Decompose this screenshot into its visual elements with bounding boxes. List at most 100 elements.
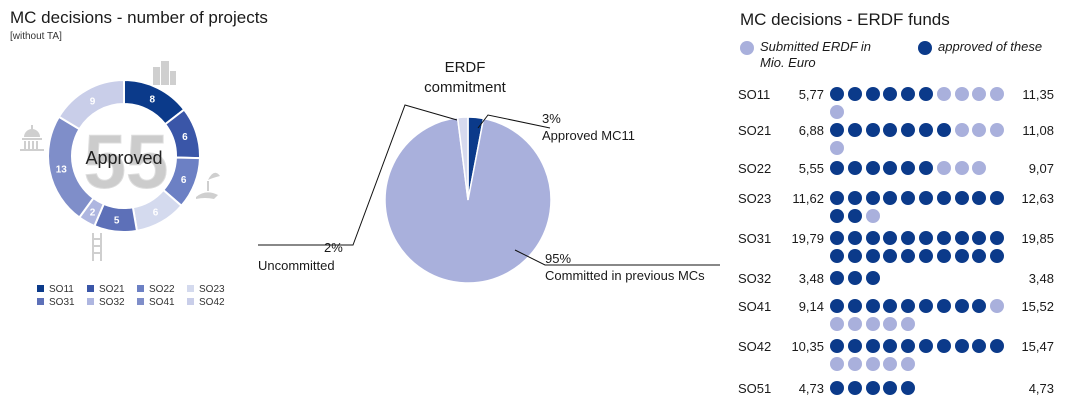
approved-dot-so23 xyxy=(954,191,969,205)
legend-item-so23: SO23 xyxy=(187,284,225,295)
submitted-dot-so42 xyxy=(901,357,916,371)
approved-dot-so22 xyxy=(847,161,862,175)
approved-dot-so11 xyxy=(865,87,880,101)
leader-line-uncommitted xyxy=(258,104,458,246)
pie-slice-uncommitted xyxy=(456,116,469,201)
approved-dot-so23 xyxy=(847,191,862,205)
pie-slice-committed-in-previous-mcs xyxy=(384,116,552,284)
submitted-dot-so42 xyxy=(830,357,844,371)
funds-title: MC decisions - ERDF funds xyxy=(740,10,950,29)
approved-dot-so23 xyxy=(847,209,862,223)
pie-label-committed-pct: 95% xyxy=(545,251,572,266)
approved-dot-so31 xyxy=(954,231,969,245)
legend-swatch-so42 xyxy=(187,298,194,305)
approved-dot-so32 xyxy=(865,271,880,285)
row-submitted-value-so23: 12,63 xyxy=(1021,191,1054,206)
approved-dot-so23 xyxy=(919,191,933,205)
row-approved-value-so31: 19,79 xyxy=(791,231,824,246)
submitted-dot-so41 xyxy=(847,317,862,331)
approved-dot-so41 xyxy=(883,299,898,313)
row-label-so51: SO51 xyxy=(738,381,772,396)
submitted-dot-so23 xyxy=(865,209,880,223)
row-label-so32: SO32 xyxy=(738,271,772,286)
pie-label-uncommitted-pct: 2% xyxy=(324,240,343,255)
approved-dot-so21 xyxy=(847,123,862,137)
approved-dot-so11 xyxy=(883,87,898,101)
approved-dot-so42 xyxy=(990,339,1005,353)
approved-dot-so42 xyxy=(830,339,844,353)
legend-label-so31: SO31 xyxy=(49,297,75,308)
submitted-dot-so21 xyxy=(830,141,844,155)
approved-dot-so31 xyxy=(936,231,951,245)
row-label-so23: SO23 xyxy=(738,191,772,206)
legend-label-so22: SO22 xyxy=(149,284,175,295)
approved-dot-so31 xyxy=(883,249,898,263)
submitted-dot-so22 xyxy=(954,161,969,175)
approved-dot-so21 xyxy=(919,123,933,137)
approved-dot-so22 xyxy=(919,161,933,175)
row-approved-value-so21: 6,88 xyxy=(798,123,824,138)
submitted-dot-so21 xyxy=(972,123,987,137)
legend-swatch-so22 xyxy=(137,285,144,292)
submitted-dot-so42 xyxy=(847,357,862,371)
row-submitted-value-so11: 11,35 xyxy=(1022,87,1054,102)
row-approved-value-so51: 4,73 xyxy=(798,381,824,396)
approved-dot-so23 xyxy=(830,209,844,223)
submitted-dot-so21 xyxy=(990,123,1005,137)
legend-swatch-so32 xyxy=(87,298,94,305)
approved-dot-so51 xyxy=(901,381,916,395)
projects-note: [without TA] xyxy=(10,31,62,42)
building-icon xyxy=(153,61,176,85)
approved-dot-so11 xyxy=(830,87,844,101)
approved-dot-so42 xyxy=(847,339,862,353)
pie-label-uncommitted-text: Uncommitted xyxy=(258,258,335,273)
row-label-so41: SO41 xyxy=(738,299,772,314)
row-approved-value-so11: 5,77 xyxy=(798,87,824,102)
hand-plant-icon xyxy=(196,172,220,199)
submitted-dot-so41 xyxy=(901,317,916,331)
row-submitted-value-so51: 4,73 xyxy=(1028,381,1054,396)
approved-dot-so11 xyxy=(919,87,933,101)
submitted-dot-so42 xyxy=(883,357,898,371)
approved-dot-so21 xyxy=(883,123,898,137)
approved-dot-so41 xyxy=(919,299,933,313)
legend-swatch-so41 xyxy=(137,298,144,305)
approved-dot-so31 xyxy=(936,249,951,263)
pie-label-approved-pct: 3% xyxy=(542,111,561,126)
submitted-dot-so41 xyxy=(883,317,898,331)
submitted-dot-so41 xyxy=(865,317,880,331)
legend-item-so31: SO31 xyxy=(37,297,75,308)
approved-dot-so41 xyxy=(972,299,987,313)
approved-dot-so23 xyxy=(883,191,898,205)
submitted-dot-so42 xyxy=(865,357,880,371)
capitol-icon xyxy=(20,125,44,151)
approved-dot-so22 xyxy=(865,161,880,175)
row-approved-value-so42: 10,35 xyxy=(791,339,824,354)
approved-dot-so21 xyxy=(865,123,880,137)
row-submitted-value-so32: 3,48 xyxy=(1028,271,1054,286)
approved-dot-so21 xyxy=(901,123,916,137)
legend-label-so23: SO23 xyxy=(199,284,225,295)
submitted-dot-so11 xyxy=(990,87,1005,101)
row-label-so31: SO31 xyxy=(738,231,772,246)
approved-dot-so31 xyxy=(847,231,862,245)
approved-dot-so23 xyxy=(990,191,1005,205)
approved-dot-so23 xyxy=(901,191,916,205)
legend-submitted-line1: Submitted ERDF in xyxy=(760,39,872,54)
approved-dot-so31 xyxy=(901,249,916,263)
approved-dot-so51 xyxy=(847,381,862,395)
submitted-dot-so11 xyxy=(954,87,969,101)
approved-dot-so42 xyxy=(954,339,969,353)
approved-dot-so42 xyxy=(865,339,880,353)
legend-submitted: Submitted ERDF in Mio. Euro xyxy=(760,39,871,71)
approved-dot-so31 xyxy=(830,249,844,263)
row-label-so21: SO21 xyxy=(738,123,772,138)
legend-approved-dot xyxy=(918,41,932,55)
approved-dot-so31 xyxy=(883,231,898,245)
approved-dot-so23 xyxy=(830,191,844,205)
approved-dot-so31 xyxy=(865,249,880,263)
row-approved-value-so32: 3,48 xyxy=(798,271,824,286)
approved-dot-so51 xyxy=(830,381,844,395)
approved-dot-so31 xyxy=(972,249,987,263)
approved-dot-so31 xyxy=(865,231,880,245)
